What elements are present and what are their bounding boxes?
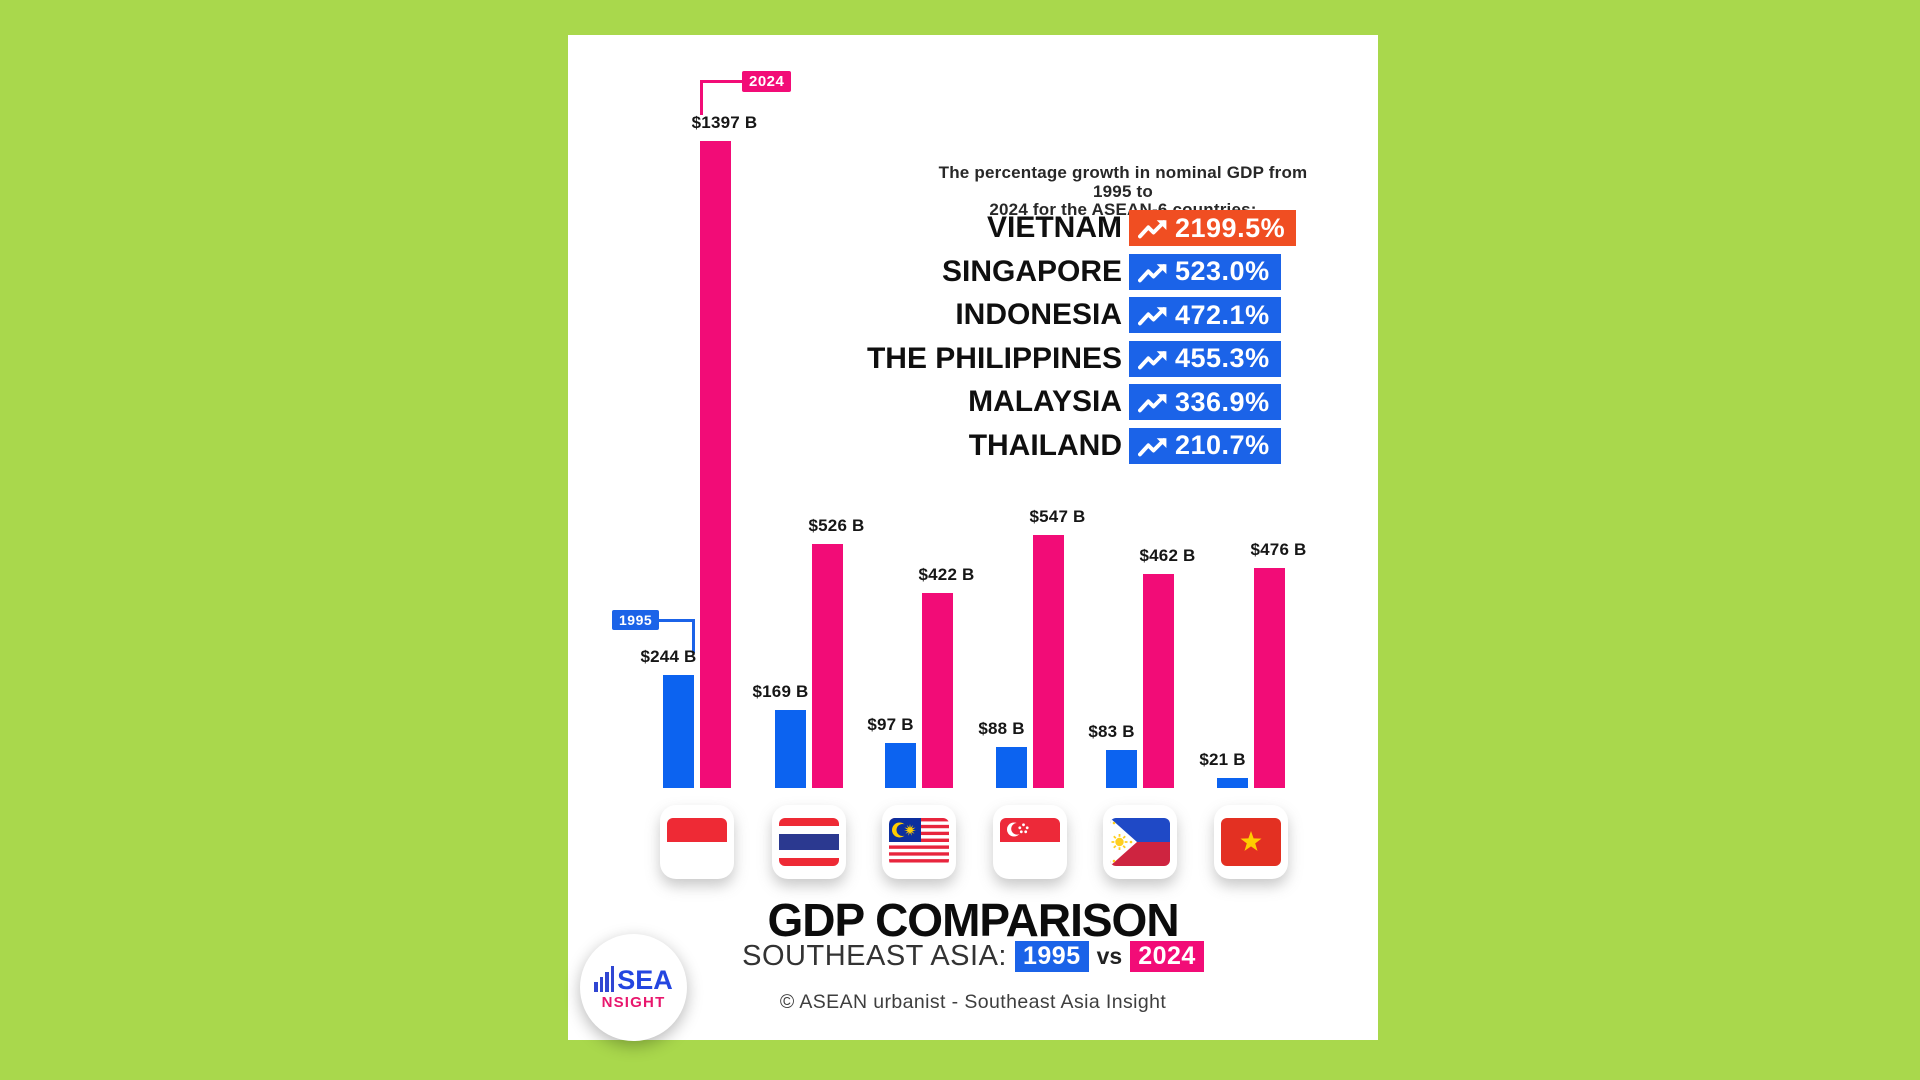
gdp-bar-chart: 2024 1995 $244 B $1397 B $169 B $526 B $97 B… xyxy=(568,35,1378,788)
callout-2024-line xyxy=(702,80,742,83)
bar-1995-malaysia xyxy=(885,743,916,788)
value-label-2024-thailand: $526 B xyxy=(808,516,865,535)
year-1995-badge: 1995 xyxy=(1014,940,1089,973)
growth-badge-thailand: 210.7% xyxy=(1129,427,1281,464)
flag-indonesia-icon xyxy=(667,818,727,866)
country-label-malaysia: MALAYSIA xyxy=(968,385,1122,418)
value-label-2024-malaysia: $422 B xyxy=(918,565,975,584)
growth-badge-malaysia: 336.9% xyxy=(1129,384,1281,420)
bar-1995-thailand xyxy=(775,710,806,788)
country-label-vietnam: VIETNAM xyxy=(987,211,1122,244)
year-2024-badge: 2024 xyxy=(1130,940,1204,973)
growth-list: VIETNAM 2199.5% SINGAPORE 523.0% INDONESIA 47… xyxy=(668,210,1348,471)
callout-2024-line xyxy=(700,80,703,115)
value-label-1995-the-philippines: $83 B xyxy=(1088,722,1135,741)
bar-2024-vietnam xyxy=(1254,568,1285,788)
value-label-1995-singapore: $88 B xyxy=(978,719,1025,738)
bar-2024-thailand xyxy=(812,544,843,788)
flag-philippines-icon xyxy=(1110,818,1170,866)
flag-card-singapore xyxy=(993,805,1067,879)
page-title: GDP COMPARISON xyxy=(767,894,1179,946)
growth-row-indonesia: INDONESIA 472.1% xyxy=(668,297,1348,333)
growth-row-malaysia: MALAYSIA 336.9% xyxy=(668,384,1348,420)
flag-thailand-icon xyxy=(779,818,839,866)
growth-value-malaysia: 336.9% xyxy=(1175,386,1270,417)
value-label-1995-thailand: $169 B xyxy=(752,682,809,701)
trending-up-icon xyxy=(1138,394,1167,413)
growth-value-indonesia: 472.1% xyxy=(1175,299,1270,330)
value-label-2024-singapore: $547 B xyxy=(1029,507,1086,526)
trending-up-icon xyxy=(1138,220,1167,239)
logo-text-insight: NSIGHT xyxy=(601,993,666,1011)
growth-row-thailand: THAILAND 210.7% xyxy=(668,427,1348,464)
growth-value-thailand: 210.7% xyxy=(1175,430,1270,460)
country-label-thailand: THAILAND xyxy=(968,428,1122,462)
value-label-2024-indonesia: $1397 B xyxy=(691,113,758,132)
growth-badge-singapore: 523.0% xyxy=(1129,253,1281,290)
bar-chart-icon xyxy=(594,965,615,994)
growth-row-vietnam: VIETNAM 2199.5% xyxy=(668,210,1348,246)
flag-singapore-icon xyxy=(1000,818,1060,866)
growth-heading-line1: The percentage growth in nominal GDP fro… xyxy=(938,163,1308,201)
growth-badge-indonesia: 472.1% xyxy=(1129,297,1281,333)
page-subtitle: SOUTHEAST ASIA: 1995 vs 2024 xyxy=(568,940,1378,973)
flag-card-thailand xyxy=(772,805,846,879)
value-label-1995-indonesia: $244 B xyxy=(640,647,697,666)
trending-up-icon xyxy=(1138,263,1167,282)
flag-card-vietnam xyxy=(1214,805,1288,879)
flag-vietnam-icon xyxy=(1221,818,1281,866)
sea-insight-logo: SEA NSIGHT xyxy=(580,934,687,1041)
value-label-1995-vietnam: $21 B xyxy=(1199,750,1246,769)
trending-up-icon xyxy=(1138,350,1167,369)
bar-2024-malaysia xyxy=(922,593,953,788)
trending-up-icon xyxy=(1138,437,1167,456)
infographic-card: 2024 1995 $244 B $1397 B $169 B $526 B $97 B… xyxy=(568,35,1378,1041)
flag-card-malaysia xyxy=(882,805,956,879)
legend-1995-badge: 1995 xyxy=(612,610,660,630)
growth-badge-the-philippines: 455.3% xyxy=(1129,340,1281,377)
bar-1995-vietnam xyxy=(1217,778,1248,788)
copyright-text: © ASEAN urbanist - Southeast Asia Insigh… xyxy=(779,991,1167,1013)
trending-up-icon xyxy=(1138,307,1167,326)
growth-value-singapore: 523.0% xyxy=(1175,256,1270,286)
growth-value-the-philippines: 455.3% xyxy=(1175,343,1270,373)
subtitle-prefix: SOUTHEAST ASIA: xyxy=(742,940,1007,972)
callout-1995-line xyxy=(692,619,695,653)
callout-1995-line xyxy=(656,619,694,622)
bar-1995-the-philippines xyxy=(1106,750,1137,788)
bar-2024-the-philippines xyxy=(1143,574,1174,788)
bar-2024-indonesia xyxy=(700,141,731,788)
flag-card-indonesia xyxy=(660,805,734,879)
logo-text-sea: SEA xyxy=(617,964,673,995)
growth-row-singapore: SINGAPORE 523.0% xyxy=(668,253,1348,290)
value-label-2024-the-philippines: $462 B xyxy=(1139,546,1196,565)
growth-row-the-philippines: THE PHILIPPINES 455.3% xyxy=(668,340,1348,377)
legend-2024-badge: 2024 xyxy=(742,71,792,92)
subtitle-vs: vs xyxy=(1096,943,1123,969)
bar-1995-indonesia xyxy=(663,675,694,788)
value-label-2024-vietnam: $476 B xyxy=(1250,540,1307,559)
country-label-singapore: SINGAPORE xyxy=(941,254,1122,288)
value-label-1995-malaysia: $97 B xyxy=(867,715,914,734)
country-label-indonesia: INDONESIA xyxy=(955,298,1122,331)
bar-1995-singapore xyxy=(996,747,1027,788)
country-label-the-philippines: THE PHILIPPINES xyxy=(866,341,1122,375)
flag-malaysia-icon xyxy=(889,818,949,866)
growth-badge-vietnam: 2199.5% xyxy=(1129,210,1297,246)
flag-card-philippines xyxy=(1103,805,1177,879)
growth-value-vietnam: 2199.5% xyxy=(1175,212,1286,243)
bar-2024-singapore xyxy=(1033,535,1064,788)
